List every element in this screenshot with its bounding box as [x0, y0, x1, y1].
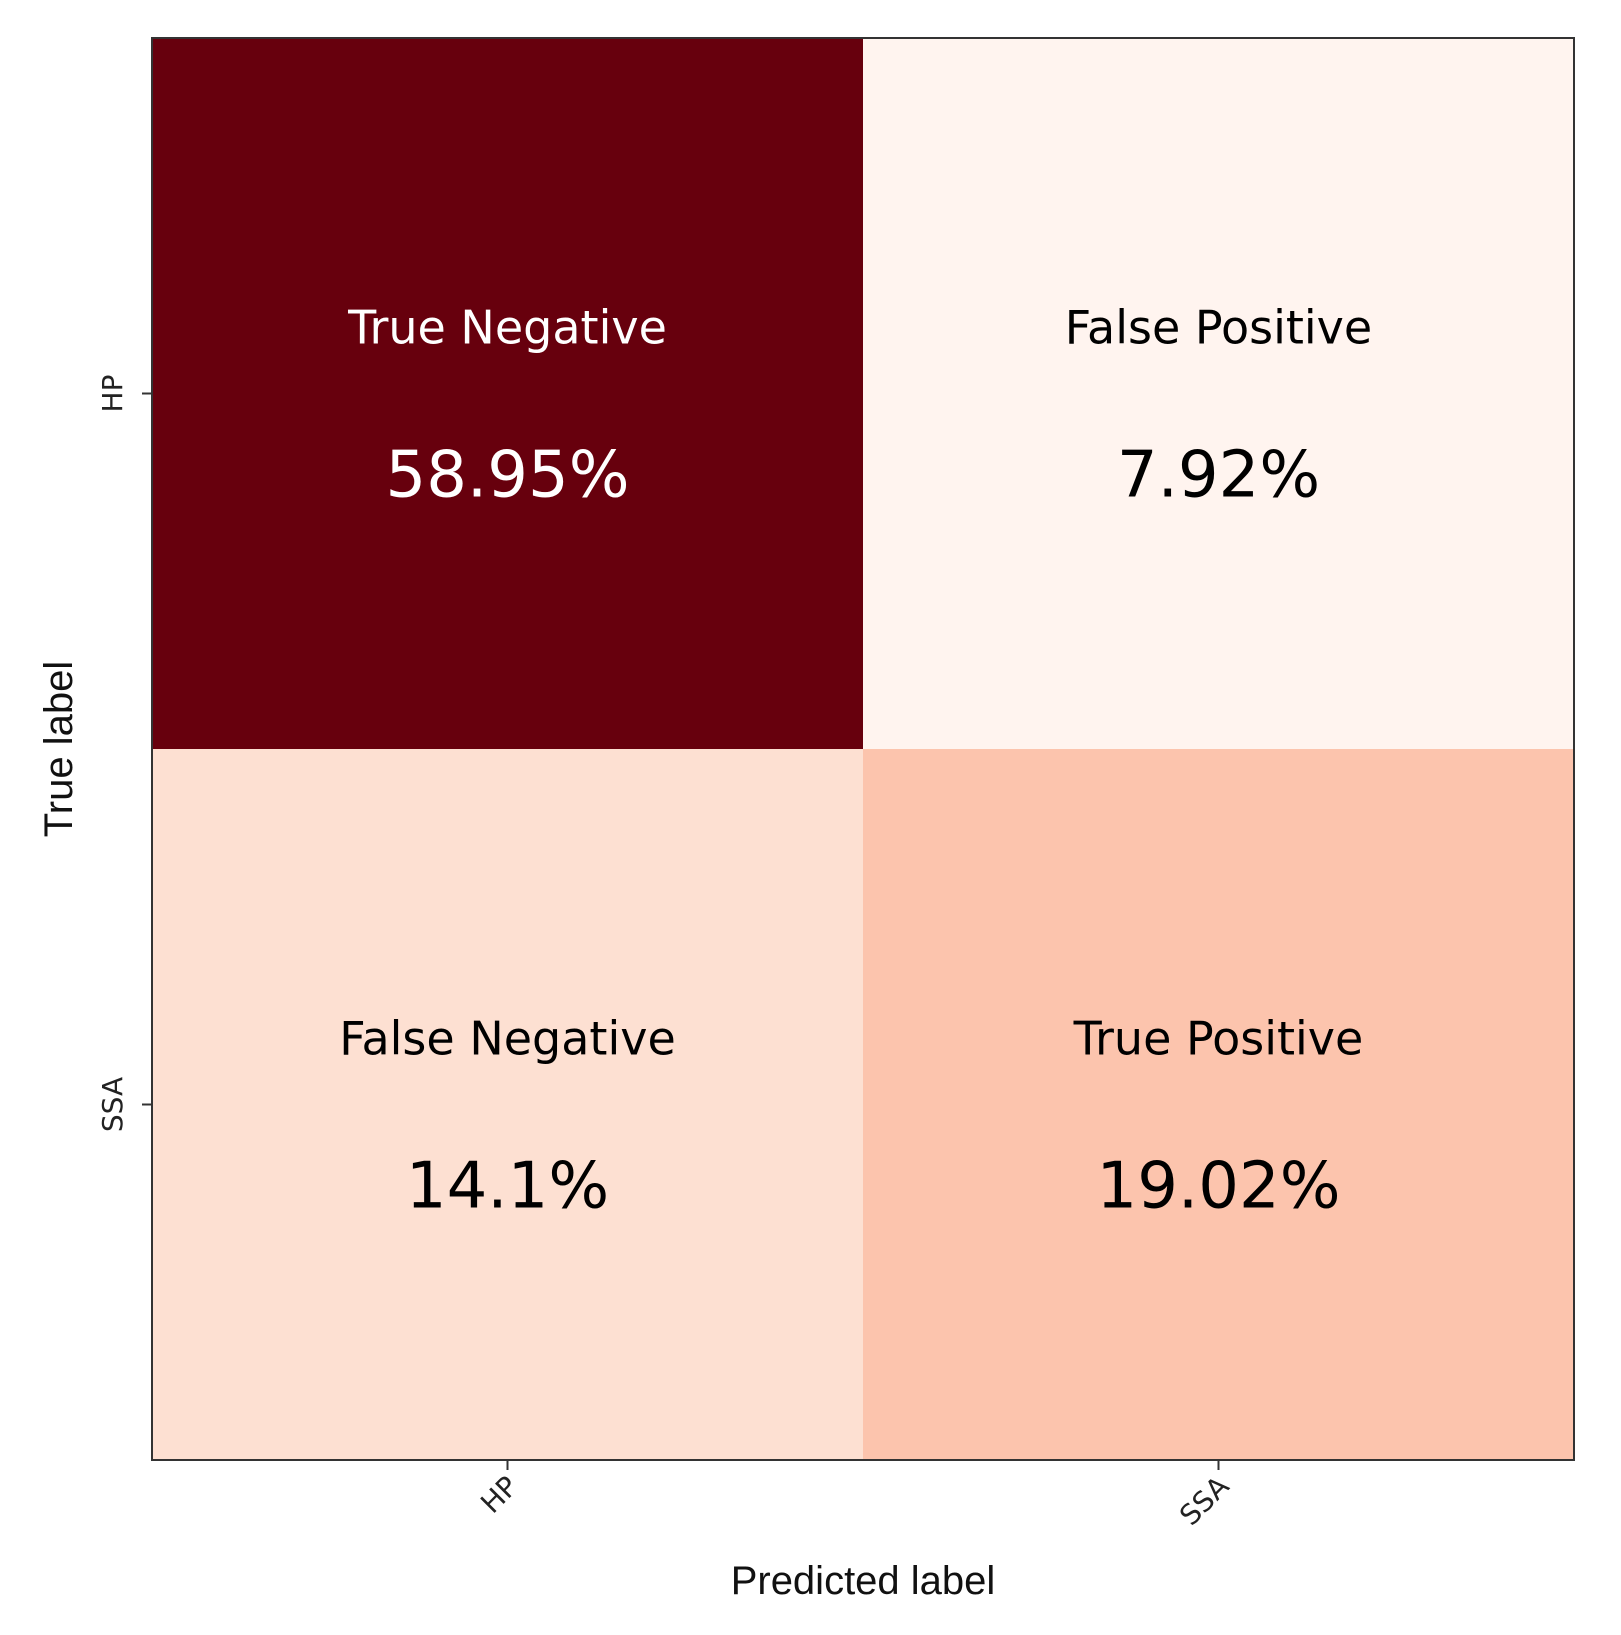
cell-value-false-positive: 7.92% [1117, 439, 1320, 513]
cell-false-positive [863, 38, 1574, 749]
matrix-cells: True Negative 58.95% False Positive 7.92% Fa… [152, 38, 1574, 1460]
cell-true-positive [863, 749, 1574, 1460]
cell-label-false-positive: False Positive [1065, 301, 1372, 355]
y-tick-label-hp: HP [96, 375, 129, 413]
cell-value-false-negative: 14.1% [406, 1150, 609, 1224]
plot-frame [151, 37, 1575, 1461]
cell-label-true-negative: True Negative [347, 301, 667, 355]
cell-label-true-positive: True Positive [1073, 1012, 1364, 1066]
x-axis-label: Predicted label [731, 1559, 996, 1603]
y-axis-label: True label [37, 661, 81, 837]
cell-value-true-positive: 19.02% [1096, 1150, 1340, 1224]
x-tick-label-ssa: SSA [1173, 1470, 1235, 1532]
y-tick-label-ssa: SSA [96, 1077, 129, 1132]
cell-label-false-negative: False Negative [339, 1012, 676, 1066]
cell-value-true-negative: 58.95% [385, 439, 629, 513]
cell-false-negative [152, 749, 863, 1460]
x-tick-label-hp: HP [474, 1470, 524, 1520]
cell-true-negative [152, 38, 863, 749]
